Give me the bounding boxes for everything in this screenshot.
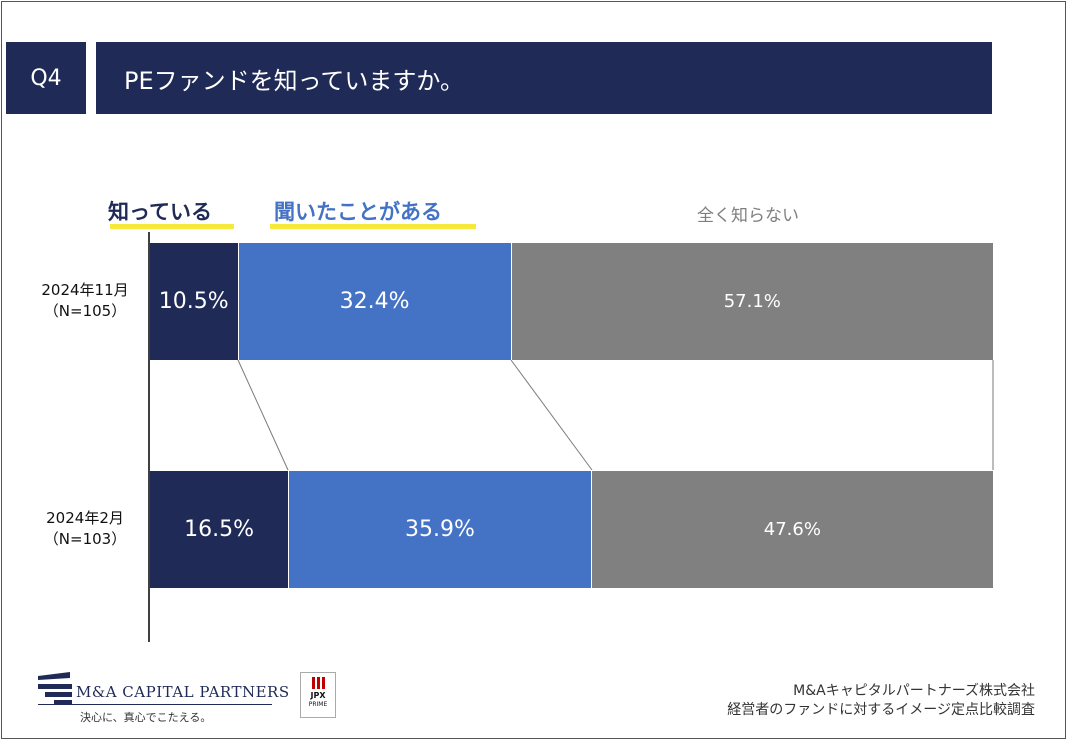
bar-unknown-2024-11: 57.1% xyxy=(511,243,993,360)
question-title: PEファンドを知っていますか。 xyxy=(96,42,992,114)
jpx-prime-badge: JPX PRIME xyxy=(300,672,336,718)
bar-unknown-2024-02: 47.6% xyxy=(591,471,993,588)
bar-known-2024-11: 10.5% xyxy=(150,243,239,360)
bar-value-label: 32.4% xyxy=(339,289,410,314)
legend-highlight-heard xyxy=(270,224,476,229)
legend-unknown: 全く知らない xyxy=(697,206,799,226)
source-note: M&Aキャピタルパートナーズ株式会社 経営者のファンドに対するイメージ定点比較調… xyxy=(727,682,1035,720)
legend-heard: 聞いたことがある xyxy=(274,200,442,224)
jpx-mark-icon xyxy=(301,677,335,689)
row-label-2024-02-date: 2024年2月 xyxy=(46,509,124,527)
bar-heard-2024-11: 32.4% xyxy=(238,243,512,360)
connector-line-2 xyxy=(510,359,593,471)
y-axis-line xyxy=(148,232,150,642)
row-label-2024-02: 2024年2月 （N=103） xyxy=(30,508,140,550)
bar-value-label: 47.6% xyxy=(763,519,821,540)
legend-highlight-known xyxy=(110,224,234,229)
row-label-2024-02-n: （N=103） xyxy=(43,530,127,548)
prime-label: PRIME xyxy=(308,701,328,708)
source-company: M&Aキャピタルパートナーズ株式会社 xyxy=(793,683,1035,699)
logo-underline xyxy=(38,704,272,705)
bar-value-label: 35.9% xyxy=(404,517,475,542)
company-logo-text: M&A CAPITAL PARTNERS xyxy=(76,683,290,701)
bar-value-label: 57.1% xyxy=(723,291,781,312)
bar-value-label: 10.5% xyxy=(158,289,229,314)
bar-value-label: 16.5% xyxy=(184,517,254,542)
row-label-2024-11-n: （N=105） xyxy=(43,302,127,320)
company-slogan: 決心に、真心でこたえる。 xyxy=(80,711,212,724)
row-label-2024-11: 2024年11月 （N=105） xyxy=(30,280,140,322)
company-logo-icon xyxy=(38,672,72,704)
source-survey: 経営者のファンドに対するイメージ定点比較調査 xyxy=(727,702,1035,718)
bar-heard-2024-02: 35.9% xyxy=(289,471,592,588)
legend-known: 知っている xyxy=(108,200,212,224)
bar-known-2024-02: 16.5% xyxy=(150,471,290,588)
row-label-2024-11-date: 2024年11月 xyxy=(41,281,129,299)
jpx-label: JPX xyxy=(310,691,326,700)
question-number: Q4 xyxy=(6,42,86,114)
connector-line-1 xyxy=(237,359,289,471)
